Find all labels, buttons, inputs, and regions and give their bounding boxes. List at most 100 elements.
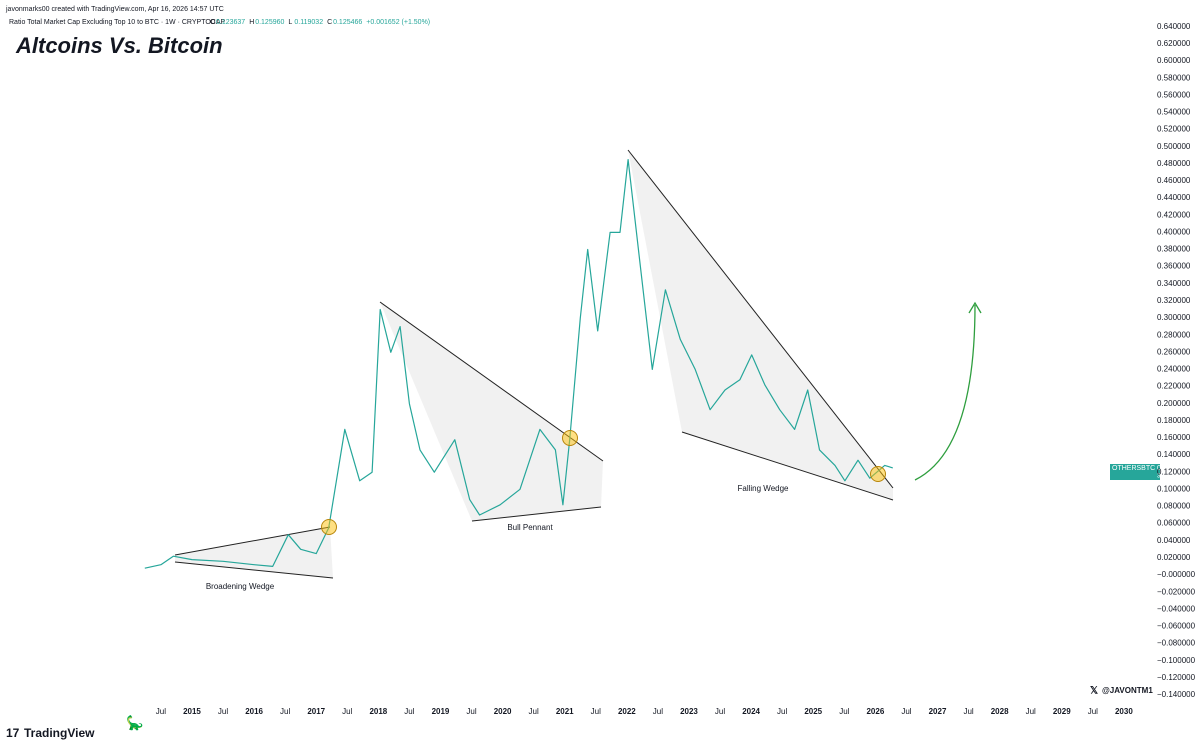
- x-tick-label: Jul: [901, 707, 911, 716]
- x-tick-label: 2027: [929, 707, 947, 716]
- x-tick-label: 2023: [680, 707, 698, 716]
- ohlc-change: +0.001652 (+1.50%): [366, 19, 430, 26]
- annotation: Broadening Wedge: [206, 582, 275, 591]
- y-tick-label: 0.200000: [1157, 399, 1191, 408]
- x-tick-label: 2020: [494, 707, 512, 716]
- x-tick-label: Jul: [777, 707, 787, 716]
- y-tick-label: 0.340000: [1157, 279, 1191, 288]
- x-tick-label: Jul: [963, 707, 973, 716]
- symbol: Ratio Total Market Cap Excluding Top 10 …: [9, 19, 226, 26]
- ohlc-value: 0.125960: [255, 19, 284, 26]
- price-tag: [1110, 464, 1160, 480]
- y-tick-label: 0.560000: [1157, 90, 1191, 99]
- price-tag-countdown: 3d 10h: [1157, 474, 1175, 480]
- y-tick-label: 0.540000: [1157, 108, 1191, 117]
- trendline: [681, 431, 894, 501]
- x-tick-label: 2021: [556, 707, 574, 716]
- x-tick-label: 2026: [866, 707, 884, 716]
- x-tick-label: Jul: [342, 707, 352, 716]
- y-tick-label: 0.600000: [1157, 56, 1191, 65]
- x-tick-label: 2015: [183, 707, 201, 716]
- x-tick-label: 2029: [1053, 707, 1071, 716]
- y-tick-label: 0.100000: [1157, 484, 1191, 493]
- y-tick-label: 0.240000: [1157, 365, 1191, 374]
- y-tick-label: −0.120000: [1157, 673, 1196, 682]
- x-logo: 𝕏: [1090, 686, 1098, 697]
- y-tick-label: −0.020000: [1157, 587, 1196, 596]
- y-tick-label: 0.360000: [1157, 262, 1191, 271]
- brand: TradingView: [24, 726, 95, 740]
- y-tick-label: 0.220000: [1157, 382, 1191, 391]
- y-tick-label: 0.620000: [1157, 39, 1191, 48]
- y-tick-label: 0.480000: [1157, 159, 1191, 168]
- x-tick-label: 2030: [1115, 707, 1133, 716]
- dino-icon: 🦕: [126, 715, 143, 732]
- y-tick-label: −0.000000: [1157, 570, 1196, 579]
- x-tick-label: 2016: [245, 707, 263, 716]
- watermark: @JAVONTM1: [1102, 686, 1153, 695]
- projection-arrow: [914, 304, 976, 481]
- y-tick-label: 0.080000: [1157, 502, 1191, 511]
- y-tick-label: 0.280000: [1157, 330, 1191, 339]
- y-tick-label: 0.300000: [1157, 313, 1191, 322]
- y-tick-label: 0.460000: [1157, 176, 1191, 185]
- ohlc: O 0.123637 H 0.125960 L 0.119032 C 0.125466 +0.0…: [210, 19, 430, 26]
- x-tick-label: Jul: [404, 707, 414, 716]
- breakout-marker: [562, 430, 578, 446]
- x-tick-label: Jul: [591, 707, 601, 716]
- y-tick-label: 0.400000: [1157, 227, 1191, 236]
- x-tick-label: Jul: [1088, 707, 1098, 716]
- x-tick-label: Jul: [839, 707, 849, 716]
- y-tick-label: 0.140000: [1157, 450, 1191, 459]
- price-line: [144, 159, 893, 569]
- breakout-marker: [870, 466, 886, 482]
- brand-logo: 17: [6, 726, 20, 740]
- trendline: [174, 561, 334, 579]
- ohlc-value: 0.125466: [333, 19, 362, 26]
- ohlc-value: 0.119032: [294, 19, 323, 26]
- y-tick-label: −0.040000: [1157, 604, 1196, 613]
- y-tick-label: 0.420000: [1157, 210, 1191, 219]
- x-tick-label: 2022: [618, 707, 636, 716]
- y-tick-label: −0.100000: [1157, 656, 1196, 665]
- x-tick-label: Jul: [1026, 707, 1036, 716]
- x-tick-label: 2025: [804, 707, 822, 716]
- y-tick-label: −0.060000: [1157, 622, 1196, 631]
- y-tick-label: 0.120000: [1157, 467, 1191, 476]
- y-tick-label: −0.080000: [1157, 639, 1196, 648]
- y-tick-label: 0.040000: [1157, 536, 1191, 545]
- x-tick-label: Jul: [466, 707, 476, 716]
- x-tick-label: Jul: [280, 707, 290, 716]
- x-tick-label: 2019: [432, 707, 450, 716]
- breakout-marker: [321, 519, 337, 535]
- trendline: [471, 506, 602, 522]
- breakouts: [321, 301, 982, 535]
- wedge-shade: [175, 527, 333, 578]
- annotation: Falling Wedge: [738, 484, 790, 493]
- y-tick-label: 0.320000: [1157, 296, 1191, 305]
- x-tick-label: Jul: [156, 707, 166, 716]
- x-tick-label: Jul: [218, 707, 228, 716]
- y-tick-label: 0.260000: [1157, 347, 1191, 356]
- price-tag-value: 0.125466: [1157, 465, 1186, 472]
- x-tick-label: Jul: [715, 707, 725, 716]
- x-tick-label: Jul: [529, 707, 539, 716]
- falling-wedge-shade: [628, 150, 893, 500]
- x-tick-label: 2017: [307, 707, 325, 716]
- y-tick-label: 0.580000: [1157, 73, 1191, 82]
- y-tick-label: 0.520000: [1157, 125, 1191, 134]
- y-tick-label: 0.500000: [1157, 142, 1191, 151]
- ohlc-label: O: [210, 19, 216, 26]
- price-tag-symbol: OTHERSBTC: [1112, 465, 1155, 472]
- ohlc-value: 0.123637: [216, 19, 245, 26]
- ohlc-label: H: [249, 19, 254, 26]
- pennant-shade: [380, 302, 603, 521]
- patterns: [174, 149, 894, 579]
- y-tick-label: 0.060000: [1157, 519, 1191, 528]
- trendline: [627, 149, 894, 489]
- chart-title: Altcoins Vs. Bitcoin: [15, 33, 223, 58]
- y-tick-label: −0.140000: [1157, 690, 1196, 699]
- plot-area: [144, 159, 893, 569]
- x-tick-label: Jul: [653, 707, 663, 716]
